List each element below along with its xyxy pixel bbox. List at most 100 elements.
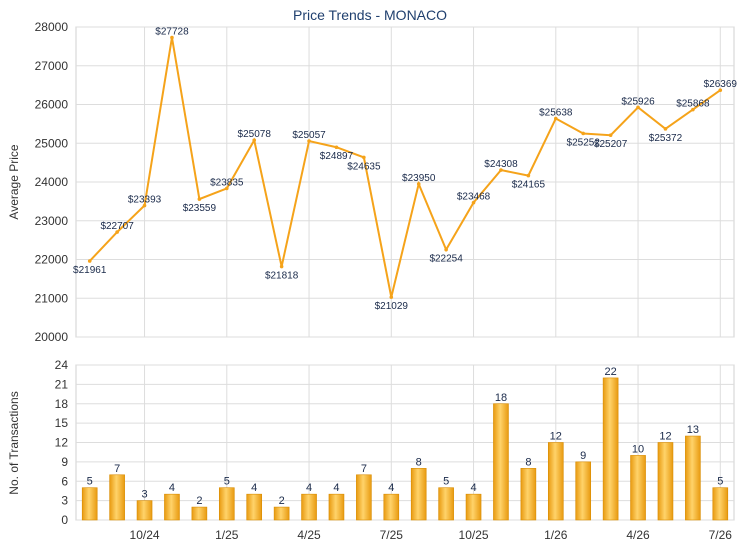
- price-data-label: $23559: [183, 203, 217, 214]
- transaction-bar-label: 12: [659, 431, 671, 443]
- transaction-bar-label: 5: [224, 476, 230, 488]
- price-y-tick-label: 23000: [35, 214, 69, 228]
- price-point: [553, 116, 558, 121]
- transaction-bar-label: 4: [169, 482, 175, 494]
- price-point: [87, 259, 92, 263]
- price-point: [389, 295, 394, 299]
- price-data-labels: $21961 $22707 $23393 $27728 $23559 $23835 $250…: [73, 27, 737, 313]
- price-point: [252, 138, 257, 143]
- transaction-bar: [465, 493, 482, 521]
- price-data-label: $23468: [457, 192, 491, 203]
- price-point: [691, 107, 695, 112]
- price-series-line: [88, 37, 721, 298]
- transaction-bar: [136, 500, 153, 521]
- price-data-label: $25252: [567, 137, 601, 148]
- price-data-label: $23950: [402, 173, 436, 184]
- price-data-label: $24308: [484, 159, 518, 170]
- transaction-bar-label: 5: [443, 476, 449, 488]
- transaction-bar: [383, 493, 400, 521]
- price-data-label: $27728: [155, 27, 189, 38]
- price-point: [444, 247, 448, 252]
- price-point: [499, 168, 503, 172]
- transaction-bar: [218, 487, 235, 521]
- price-data-label: $25868: [676, 99, 710, 110]
- price-y-tick-label: 20000: [35, 330, 69, 344]
- transaction-bar: [356, 474, 372, 521]
- price-point: [224, 186, 229, 191]
- x-axis-ticks: 10/24 1/25 4/25 7/25 10/25 1/26 4/26 7/26: [130, 528, 733, 542]
- price-y-axis-label: Average Price: [7, 144, 21, 219]
- transaction-bar-label: 3: [141, 489, 147, 501]
- transaction-bar: [191, 506, 208, 521]
- price-point: [526, 173, 531, 178]
- transaction-bar: [602, 377, 619, 521]
- price-y-tick-label: 26000: [35, 98, 69, 112]
- transaction-bar-label: 4: [388, 482, 394, 494]
- transaction-bar-label: 2: [279, 495, 285, 507]
- price-data-label: $25207: [594, 139, 628, 150]
- x-tick-label: 4/25: [297, 528, 321, 542]
- transactions-y-tick-label: 24: [55, 358, 69, 372]
- transaction-bar-label: 4: [306, 482, 312, 494]
- transaction-bar-label: 4: [333, 482, 339, 494]
- transaction-bar-label: 2: [196, 495, 202, 507]
- price-data-label: $21961: [73, 265, 107, 276]
- price-y-tick-label: 21000: [35, 291, 69, 305]
- transaction-bar: [575, 461, 592, 521]
- price-data-label: $24635: [347, 161, 381, 172]
- transactions-y-tick-label: 18: [55, 397, 69, 411]
- x-tick-label: 7/26: [709, 528, 733, 542]
- price-data-label: $25057: [292, 130, 326, 141]
- transaction-bar-label: 5: [717, 476, 723, 488]
- transaction-bar-label: 22: [605, 366, 617, 378]
- x-tick-label: 1/25: [215, 528, 239, 542]
- price-point: [581, 131, 586, 136]
- price-y-tick-label: 25000: [35, 136, 69, 150]
- transaction-bars: [81, 377, 729, 521]
- transaction-bar: [630, 455, 646, 521]
- price-data-label: $21818: [265, 271, 299, 282]
- price-point: [279, 264, 284, 269]
- x-tick-label: 1/26: [544, 528, 568, 542]
- transaction-bar: [328, 493, 345, 521]
- transactions-y-tick-label: 3: [61, 494, 68, 508]
- transaction-bar: [712, 487, 729, 521]
- price-point: [170, 35, 174, 40]
- transaction-bar: [685, 435, 701, 521]
- transaction-bar: [301, 493, 317, 521]
- transaction-bar-label: 5: [87, 476, 93, 488]
- price-data-label: $22254: [429, 254, 463, 265]
- price-point: [142, 203, 147, 208]
- price-data-label: $25638: [539, 108, 573, 119]
- transaction-bar-label: 8: [416, 456, 422, 468]
- x-tick-label: 4/26: [626, 528, 650, 542]
- price-point: [334, 145, 339, 150]
- price-data-label: $25926: [621, 96, 655, 107]
- price-data-label: $21029: [375, 301, 409, 312]
- price-point: [307, 139, 311, 143]
- x-tick-label: 7/25: [380, 528, 404, 542]
- price-point: [362, 155, 366, 160]
- price-data-label: $24897: [320, 151, 354, 162]
- transaction-bar-label: 9: [580, 450, 586, 462]
- price-point: [471, 200, 476, 205]
- transaction-bar: [164, 493, 180, 521]
- transaction-bar: [520, 468, 537, 521]
- price-point: [416, 182, 421, 186]
- transaction-bar-label: 4: [470, 482, 476, 494]
- price-gridlines: [76, 26, 734, 338]
- transactions-y-tick-label: 15: [55, 416, 69, 430]
- transactions-y-tick-label: 9: [61, 455, 68, 469]
- transaction-bar: [273, 506, 290, 521]
- price-data-label: $23393: [128, 195, 162, 206]
- transaction-bar: [657, 442, 674, 521]
- transaction-bar-label: 8: [525, 456, 531, 468]
- price-data-label: $25078: [238, 129, 272, 140]
- price-y-tick-label: 22000: [35, 253, 69, 267]
- price-point: [718, 88, 723, 93]
- price-point: [636, 105, 640, 110]
- price-y-tick-label: 27000: [35, 59, 69, 73]
- price-data-label: $24165: [512, 180, 546, 191]
- price-y-axis-ticks: 20000 21000 22000 23000 24000 25000 26000 27000…: [35, 20, 69, 344]
